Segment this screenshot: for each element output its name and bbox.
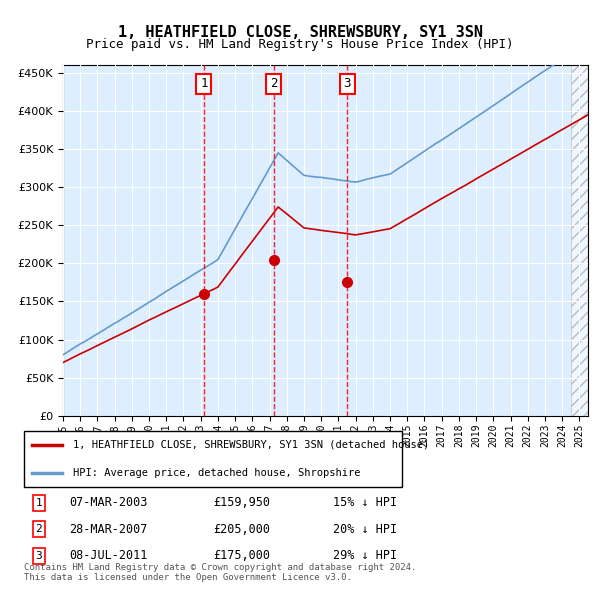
Text: HPI: Average price, detached house, Shropshire: HPI: Average price, detached house, Shro…: [73, 468, 361, 478]
Text: 20% ↓ HPI: 20% ↓ HPI: [333, 523, 397, 536]
Text: 07-MAR-2003: 07-MAR-2003: [69, 496, 148, 509]
Text: 1, HEATHFIELD CLOSE, SHREWSBURY, SY1 3SN: 1, HEATHFIELD CLOSE, SHREWSBURY, SY1 3SN: [118, 25, 482, 40]
Text: 15% ↓ HPI: 15% ↓ HPI: [333, 496, 397, 509]
Text: 29% ↓ HPI: 29% ↓ HPI: [333, 549, 397, 562]
Text: £205,000: £205,000: [213, 523, 270, 536]
Text: 2: 2: [270, 77, 277, 90]
Text: £159,950: £159,950: [213, 496, 270, 509]
Text: 2: 2: [35, 525, 43, 534]
FancyBboxPatch shape: [24, 431, 402, 487]
Text: 1: 1: [35, 498, 43, 507]
Text: 1, HEATHFIELD CLOSE, SHREWSBURY, SY1 3SN (detached house): 1, HEATHFIELD CLOSE, SHREWSBURY, SY1 3SN…: [73, 440, 430, 450]
Text: 3: 3: [35, 551, 43, 560]
Text: 08-JUL-2011: 08-JUL-2011: [69, 549, 148, 562]
Text: 1: 1: [200, 77, 208, 90]
Text: 28-MAR-2007: 28-MAR-2007: [69, 523, 148, 536]
Text: 3: 3: [344, 77, 351, 90]
Text: £175,000: £175,000: [213, 549, 270, 562]
Text: Contains HM Land Registry data © Crown copyright and database right 2024.
This d: Contains HM Land Registry data © Crown c…: [24, 563, 416, 582]
Text: Price paid vs. HM Land Registry's House Price Index (HPI): Price paid vs. HM Land Registry's House …: [86, 38, 514, 51]
